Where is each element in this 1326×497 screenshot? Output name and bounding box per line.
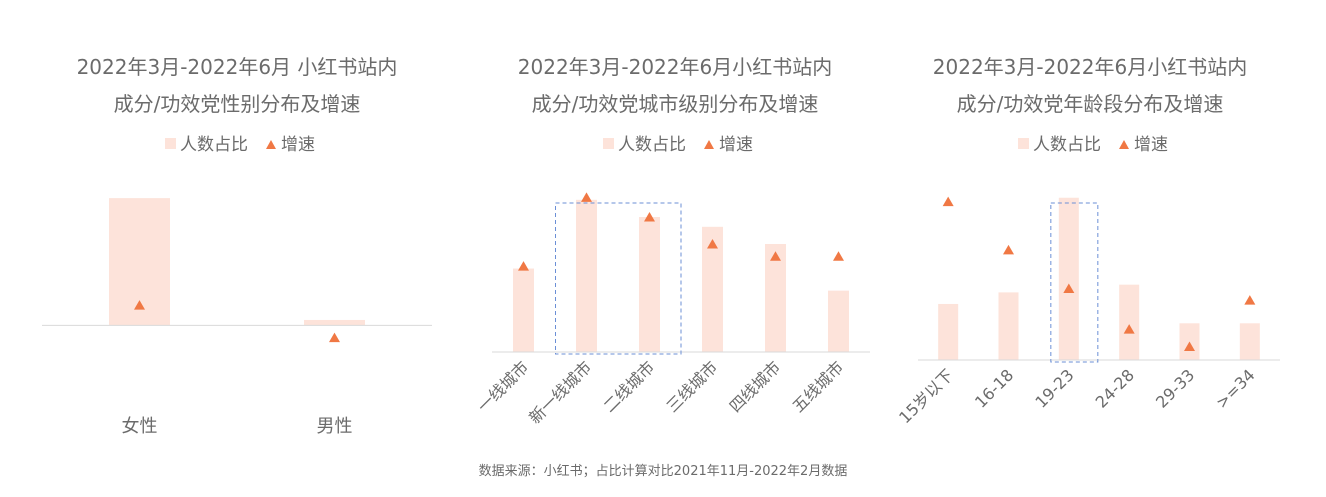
legend: 人数占比 增速 xyxy=(1018,135,1168,155)
legend-label: 增速 xyxy=(1134,135,1168,155)
bar xyxy=(576,199,597,352)
legend-triangle-icon xyxy=(704,140,714,149)
bar xyxy=(1239,323,1260,360)
bar xyxy=(304,319,365,326)
growth-marker xyxy=(644,212,655,222)
growth-marker xyxy=(833,251,844,261)
highlight-box xyxy=(555,202,682,355)
legend-label: 人数占比 xyxy=(1033,135,1101,155)
category-label: 24-28 xyxy=(1092,365,1138,411)
category-label: >=34 xyxy=(1212,365,1259,412)
category-label: 四线城市 xyxy=(726,357,785,416)
bar xyxy=(765,244,786,352)
category-label: 新一线城市 xyxy=(525,357,595,427)
data-source-note: 数据来源：小红书；占比计算对比2021年11月-2022年2月数据 xyxy=(478,464,848,479)
legend-triangle-icon xyxy=(266,140,276,149)
category-label: 男性 xyxy=(317,416,353,437)
growth-marker xyxy=(518,261,529,271)
growth-marker xyxy=(1244,295,1256,305)
bar xyxy=(702,226,723,352)
category-label: 19-23 xyxy=(1031,365,1077,411)
legend-label: 增速 xyxy=(719,135,753,155)
chart-title-line: 成分/功效党年龄段分布及增速 xyxy=(957,92,1224,116)
legend-label: 人数占比 xyxy=(180,135,248,155)
bar xyxy=(998,292,1019,360)
growth-marker xyxy=(134,300,145,310)
growth-marker xyxy=(329,332,340,343)
category-label: 一线城市 xyxy=(474,357,533,416)
growth-marker xyxy=(1123,324,1135,334)
legend-bar-swatch xyxy=(165,138,176,149)
chart-title-line: 2022年3月-2022年6月 小红书站内 xyxy=(77,55,398,79)
legend-bar-swatch xyxy=(1018,138,1029,149)
legend-label: 增速 xyxy=(281,135,315,155)
legend: 人数占比 增速 xyxy=(603,135,753,155)
chart-title-line: 成分/功效党性别分布及增速 xyxy=(114,92,361,116)
highlight-box xyxy=(1050,202,1099,363)
category-label: 16-18 xyxy=(971,365,1017,411)
bar xyxy=(513,268,534,352)
legend-bar-swatch xyxy=(603,138,614,149)
legend: 人数占比 增速 xyxy=(165,135,315,155)
chart-title-line: 成分/功效党城市级别分布及增速 xyxy=(532,92,819,116)
category-label: 女性 xyxy=(122,416,158,437)
growth-marker xyxy=(770,251,781,261)
bar xyxy=(828,290,849,352)
bar xyxy=(1058,197,1079,360)
category-label: 三线城市 xyxy=(663,357,722,416)
category-label: 五线城市 xyxy=(789,357,848,416)
growth-marker xyxy=(1063,283,1075,294)
growth-marker xyxy=(1184,341,1195,351)
growth-marker xyxy=(581,192,592,202)
category-label: 二线城市 xyxy=(600,357,659,416)
growth-marker xyxy=(942,196,954,207)
legend-label: 人数占比 xyxy=(618,135,686,155)
category-label: 29-33 xyxy=(1152,365,1198,411)
category-label: 15岁以下 xyxy=(895,365,957,427)
growth-marker xyxy=(707,239,718,249)
chart-title-line: 2022年3月-2022年6月小红书站内 xyxy=(518,55,832,79)
legend-triangle-icon xyxy=(1119,140,1129,149)
growth-marker xyxy=(1003,244,1014,255)
bar xyxy=(1119,284,1140,360)
bar xyxy=(639,217,660,352)
chart-title-line: 2022年3月-2022年6月小红书站内 xyxy=(933,55,1247,79)
bar xyxy=(938,303,959,360)
